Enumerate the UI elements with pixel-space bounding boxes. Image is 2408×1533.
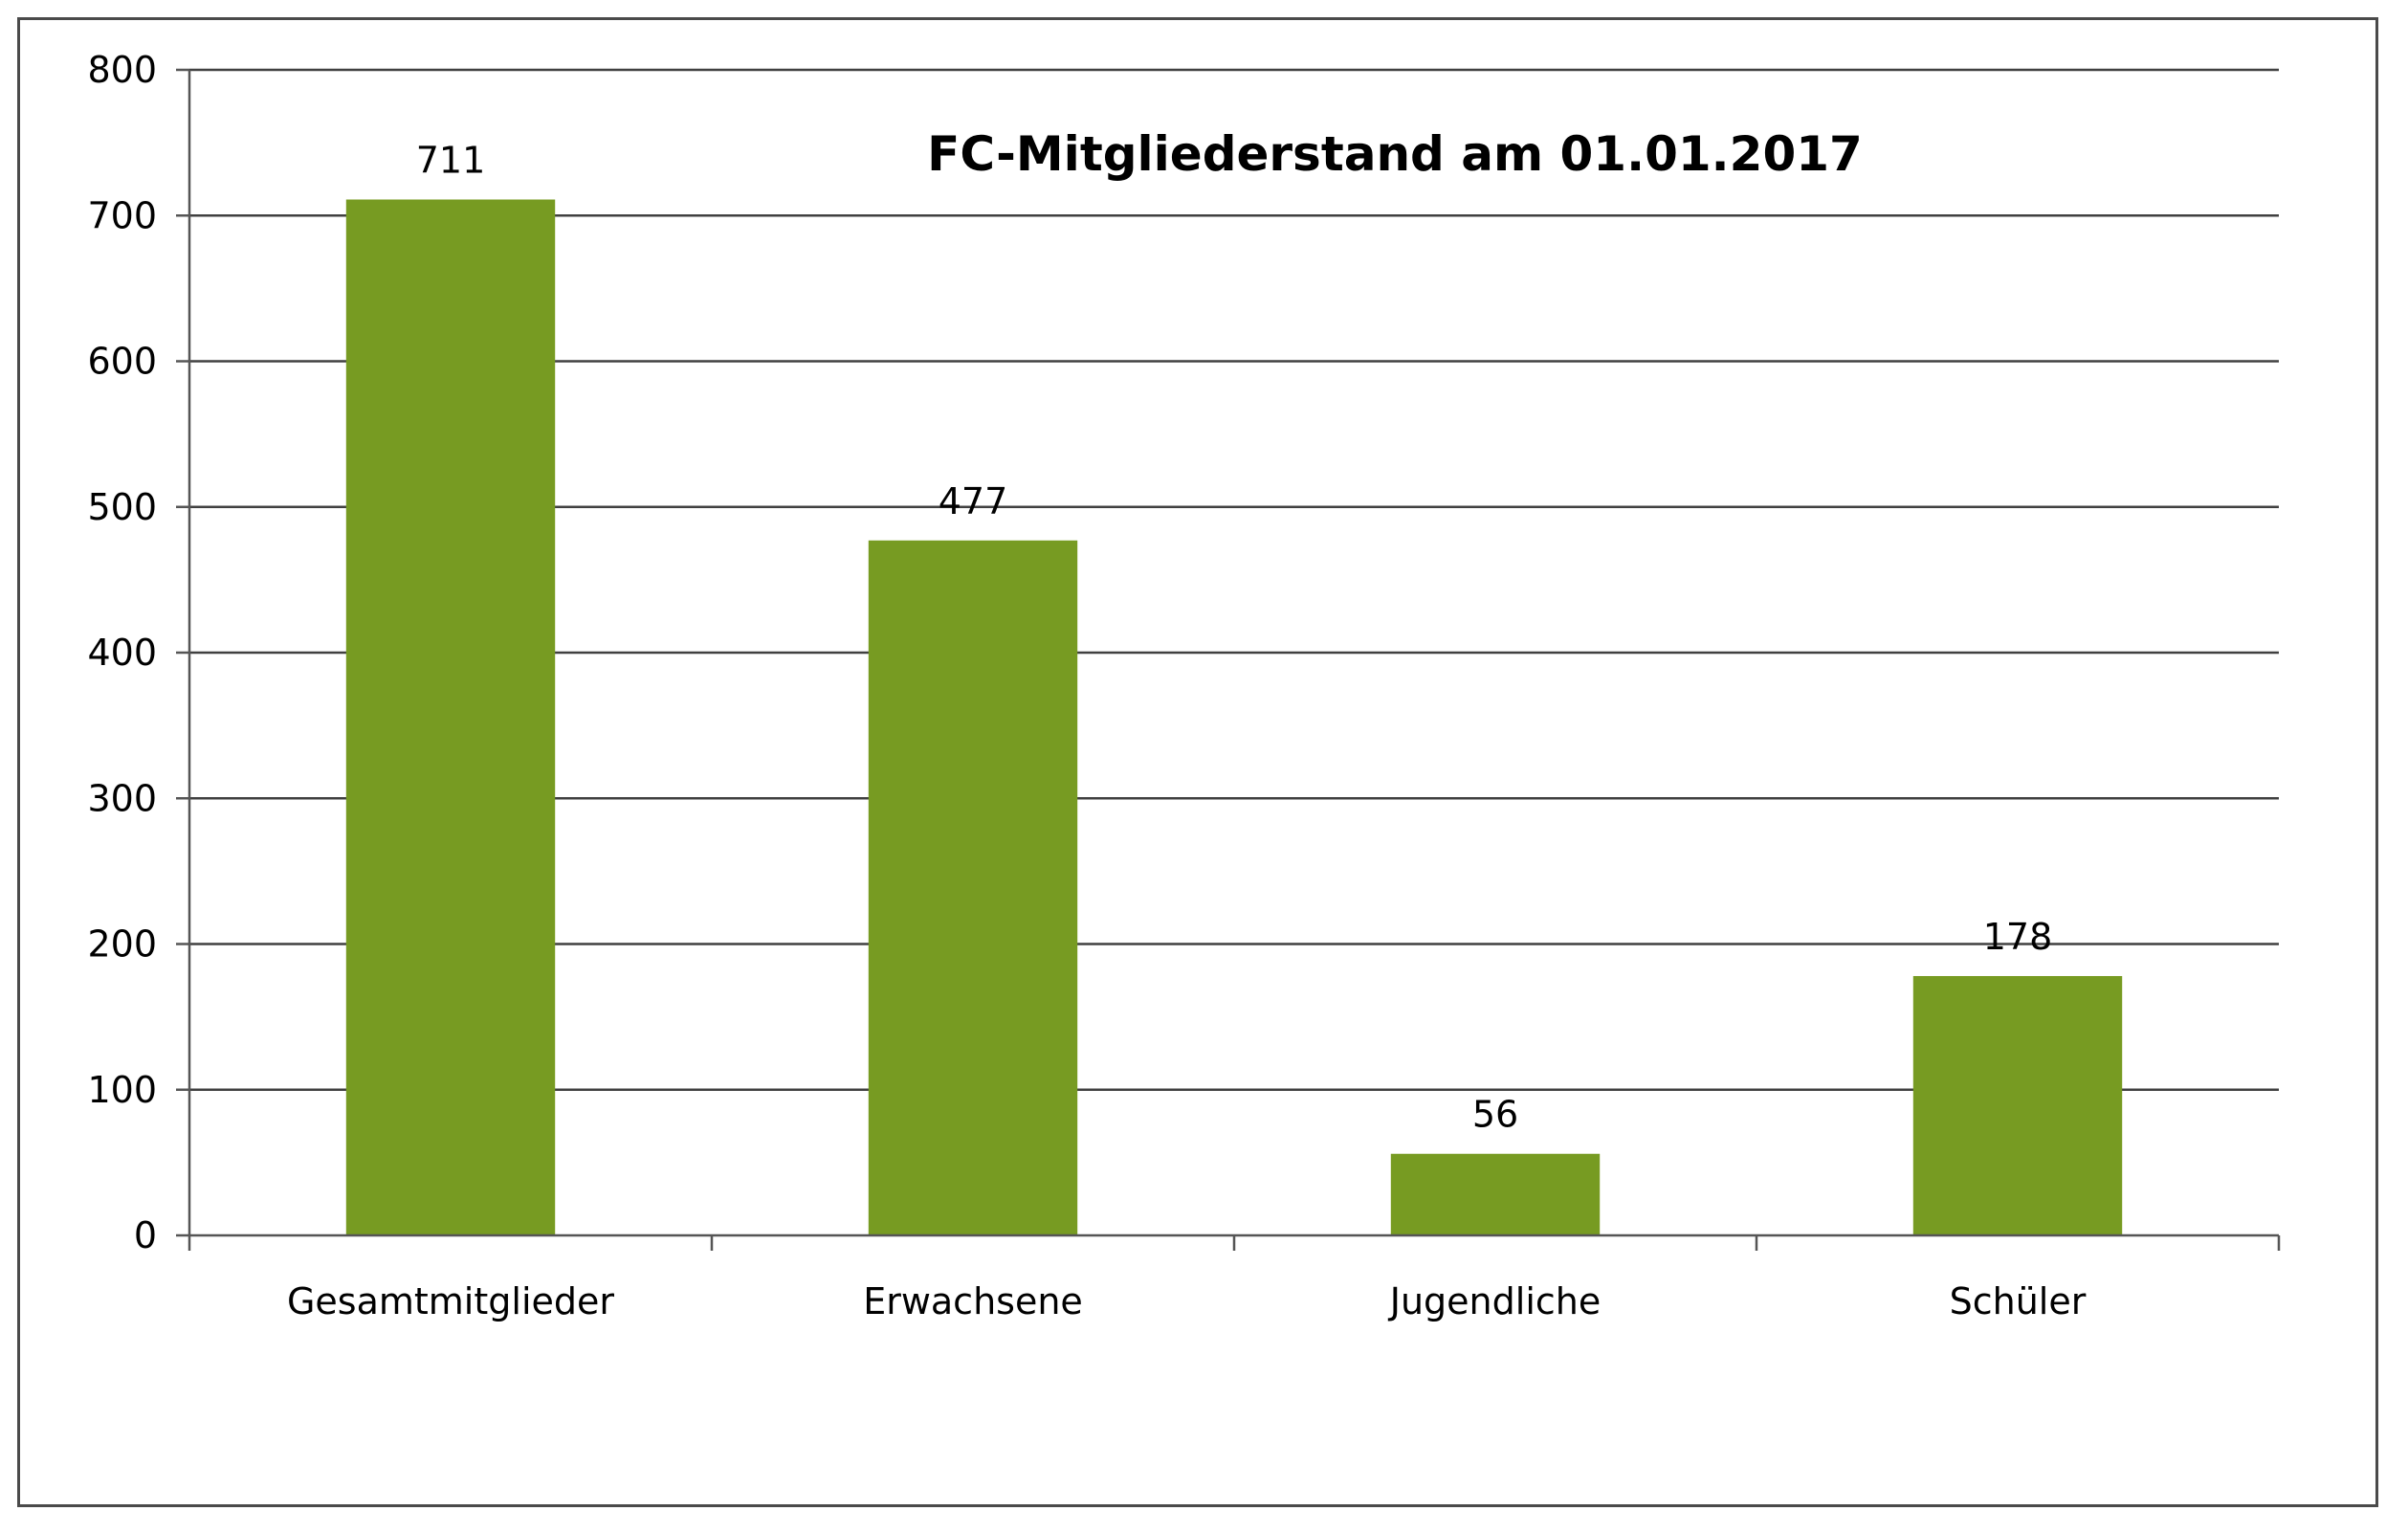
bars [345,199,2123,1236]
bar-gesamtmitglieder [345,199,556,1236]
category-label: Gesamtmitglieder [287,1280,614,1322]
y-tick-label: 0 [134,1214,157,1256]
bar-jugendliche [1390,1153,1601,1235]
data-label: 711 [416,140,486,182]
y-tick-label: 300 [87,777,157,819]
y-tick-label: 600 [87,341,157,383]
y-tick-label: 500 [87,486,157,528]
x-tick-labels: Gesamtmitglieder Erwachsene Jugendliche Sch… [287,1280,2087,1322]
data-label: 56 [1472,1094,1518,1136]
data-label: 477 [939,480,1008,522]
category-label: Jugendliche [1388,1280,1601,1322]
y-tick-label: 400 [87,632,157,674]
category-label: Erwachsene [863,1280,1083,1322]
chart-title: FC-Mitgliederstand am 01.01.2017 [927,126,1863,182]
y-tick-label: 700 [87,194,157,236]
bar-schüler [1912,975,2123,1235]
data-labels: 711 477 56 178 [416,140,2053,1136]
y-tick-label: 800 [87,49,157,91]
data-label: 178 [1983,916,2053,958]
y-tick-label: 200 [87,923,157,966]
bar-erwachsene [868,540,1078,1235]
y-tick-labels: 0 100 200 300 400 500 600 700 800 [87,49,157,1256]
axes [188,70,2281,1251]
category-label: Schüler [1950,1280,2087,1322]
y-tick-label: 100 [87,1069,157,1111]
